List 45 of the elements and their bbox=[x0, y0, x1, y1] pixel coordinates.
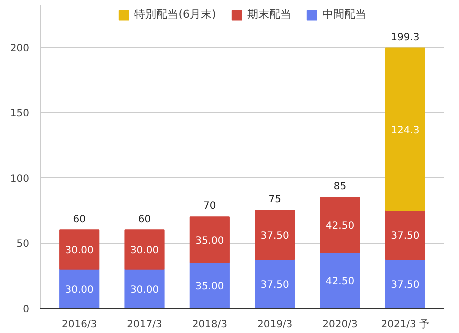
y-tick-label: 100 bbox=[10, 174, 30, 185]
bar bbox=[385, 48, 426, 212]
data-label: 42.50 bbox=[326, 276, 355, 288]
y-tick-label: 50 bbox=[16, 239, 30, 250]
bar bbox=[385, 259, 426, 308]
data-label: 37.50 bbox=[391, 231, 420, 242]
legend-label: 中間配当 bbox=[322, 7, 366, 22]
bar bbox=[320, 252, 360, 308]
data-label: 124.3 bbox=[391, 125, 420, 136]
bar bbox=[124, 268, 165, 308]
data-label: 35.00 bbox=[196, 282, 224, 293]
total-label: 70 bbox=[204, 201, 216, 212]
data-label: 30.00 bbox=[65, 284, 94, 296]
x-tick-label: 2019/3 bbox=[257, 320, 293, 330]
x-tick-label: 2021/3 予 bbox=[381, 320, 430, 330]
bar bbox=[255, 259, 296, 308]
total-label: 60 bbox=[138, 214, 152, 226]
x-tick-label: 2016/3 bbox=[62, 320, 98, 330]
total-label: 75 bbox=[268, 194, 282, 206]
x-tick-label: 2020/3 bbox=[322, 320, 358, 330]
data-label: 37.50 bbox=[391, 280, 420, 292]
data-label: 37.50 bbox=[260, 280, 290, 292]
x-tick-label: 2018/3 bbox=[192, 320, 228, 330]
data-label: 42.50 bbox=[326, 221, 355, 232]
total-label: 199.3 bbox=[391, 32, 420, 44]
data-label: 35.00 bbox=[196, 236, 224, 247]
y-tick-label: 200 bbox=[10, 43, 30, 54]
bar bbox=[320, 196, 360, 254]
data-label: 30.00 bbox=[130, 284, 160, 296]
total-label: 60 bbox=[73, 214, 86, 226]
x-tick-label: 2017/3 bbox=[127, 320, 162, 330]
bar bbox=[255, 210, 296, 260]
legend-label: 期末配当 bbox=[247, 7, 292, 22]
bar bbox=[190, 262, 230, 308]
data-label: 30.00 bbox=[65, 246, 94, 257]
bar bbox=[60, 230, 100, 270]
y-tick-label: 0 bbox=[23, 304, 30, 316]
y-tick-label: 150 bbox=[10, 108, 30, 120]
total-label: 85 bbox=[334, 182, 347, 193]
data-label: 37.50 bbox=[260, 231, 290, 242]
data-label: 30.00 bbox=[130, 246, 160, 257]
legend-label: 特別配当(6月末) bbox=[134, 7, 216, 22]
bar bbox=[385, 210, 426, 260]
bar bbox=[124, 230, 165, 270]
bar bbox=[190, 216, 230, 264]
